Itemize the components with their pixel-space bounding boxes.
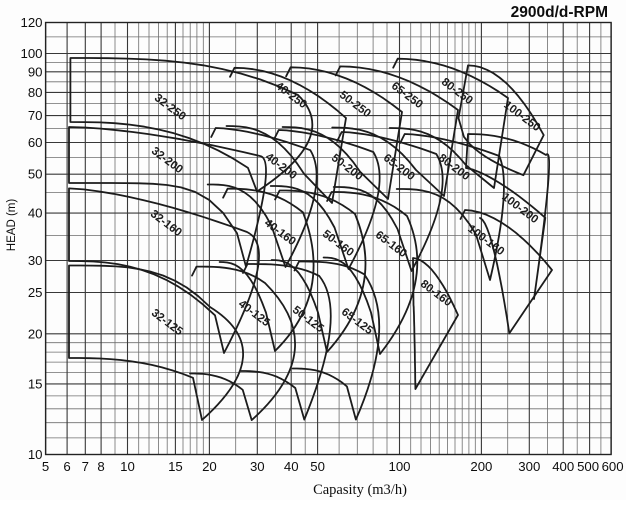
- svg-text:40: 40: [28, 206, 43, 221]
- svg-text:300: 300: [518, 459, 540, 474]
- svg-text:20: 20: [202, 459, 217, 474]
- svg-text:90: 90: [28, 64, 43, 79]
- svg-text:8: 8: [97, 459, 104, 474]
- svg-text:HEAD (m): HEAD (m): [6, 199, 18, 252]
- svg-text:100: 100: [388, 459, 410, 474]
- svg-text:600: 600: [602, 459, 624, 474]
- svg-text:400: 400: [552, 459, 574, 474]
- svg-text:15: 15: [168, 459, 183, 474]
- svg-text:200: 200: [470, 459, 492, 474]
- svg-text:5: 5: [42, 459, 49, 474]
- svg-text:30: 30: [28, 253, 43, 268]
- svg-text:60: 60: [28, 135, 43, 150]
- svg-text:50: 50: [28, 167, 43, 182]
- svg-text:20: 20: [28, 326, 43, 341]
- svg-text:70: 70: [28, 108, 43, 123]
- svg-text:10: 10: [120, 459, 135, 474]
- svg-text:30: 30: [250, 459, 265, 474]
- svg-text:500: 500: [577, 459, 599, 474]
- svg-text:120: 120: [20, 15, 42, 30]
- svg-text:10: 10: [28, 447, 43, 462]
- svg-text:50: 50: [310, 459, 325, 474]
- svg-text:2900d/d-RPM: 2900d/d-RPM: [511, 4, 608, 21]
- svg-text:15: 15: [28, 376, 43, 391]
- svg-text:100: 100: [20, 46, 42, 61]
- svg-text:25: 25: [28, 285, 43, 300]
- svg-text:Capasity (m3/h): Capasity (m3/h): [313, 482, 407, 498]
- svg-text:7: 7: [82, 459, 89, 474]
- svg-text:80: 80: [28, 85, 43, 100]
- svg-text:40: 40: [284, 459, 299, 474]
- svg-text:6: 6: [63, 459, 70, 474]
